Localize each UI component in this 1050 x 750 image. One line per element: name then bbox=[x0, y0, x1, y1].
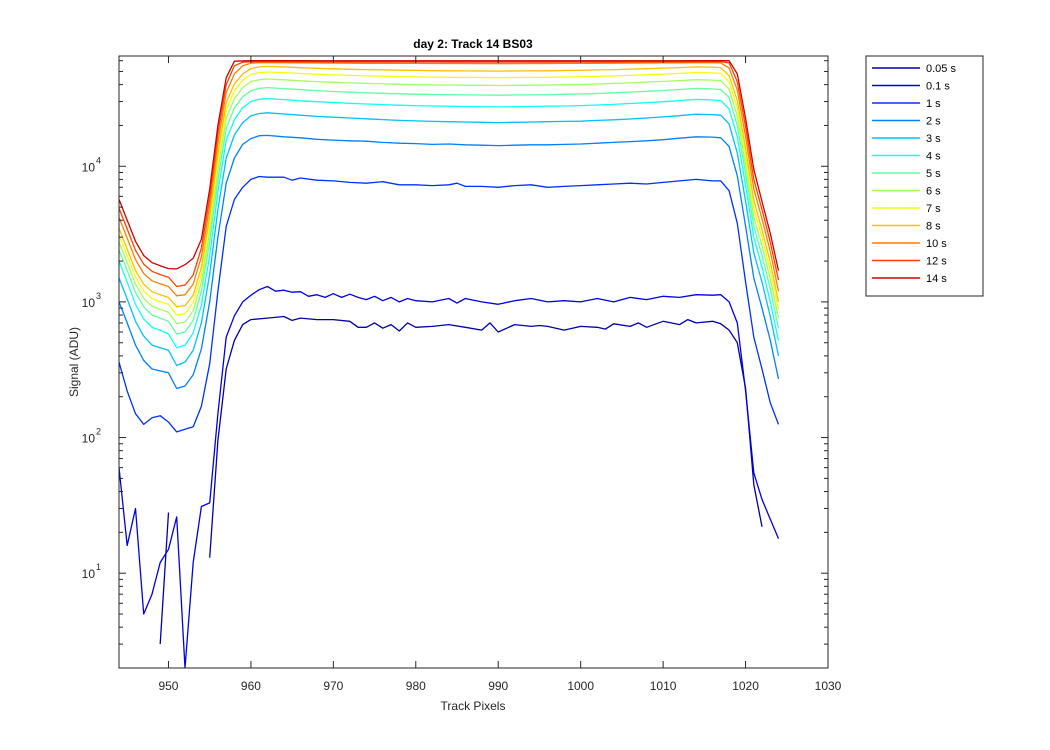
legend-entry: 2 s bbox=[872, 116, 941, 128]
legend-label: 2 s bbox=[926, 116, 941, 128]
y-tick-label: 10 bbox=[82, 296, 96, 310]
series-line-8 bbox=[119, 71, 780, 316]
plot-area bbox=[119, 56, 828, 668]
legend-entry: 4 s bbox=[872, 151, 941, 163]
x-tick-label: 1020 bbox=[732, 679, 759, 693]
y-tick-exponent: 2 bbox=[96, 427, 101, 437]
legend-label: 0.1 s bbox=[926, 81, 950, 93]
legend-box bbox=[865, 55, 984, 297]
series-line-6 bbox=[119, 86, 780, 335]
series-line-2 bbox=[119, 175, 780, 433]
legend-entry: 14 s bbox=[872, 273, 947, 285]
series-line-4 bbox=[119, 112, 780, 367]
legend-label: 0.05 s bbox=[926, 63, 956, 75]
series-line-7 bbox=[119, 78, 780, 325]
x-tick-label: 1000 bbox=[567, 679, 594, 693]
chart-title: day 2: Track 14 BS03 bbox=[413, 37, 533, 51]
legend-label: 12 s bbox=[926, 256, 947, 268]
legend-entry: 7 s bbox=[872, 203, 941, 215]
legend-entry: 6 s bbox=[872, 186, 941, 198]
x-axis: 950 960 970 980 990 1000 1010 1020 1030 bbox=[158, 56, 842, 693]
legend-entry: 3 s bbox=[872, 133, 941, 145]
legend-label: 7 s bbox=[926, 203, 941, 215]
y-tick-exponent: 3 bbox=[96, 291, 101, 301]
y-tick-exponent: 1 bbox=[96, 562, 101, 572]
legend: 0.05 s 0.1 s 1 s 2 s 3 s 4 s 5 s 6 s 7 s 8 s 10 s 1… bbox=[865, 55, 984, 297]
legend-entry: 5 s bbox=[872, 168, 941, 180]
legend-entry: 0.05 s bbox=[872, 63, 956, 75]
legend-label: 4 s bbox=[926, 151, 941, 163]
legend-entry: 1 s bbox=[872, 98, 941, 110]
legend-label: 8 s bbox=[926, 221, 941, 233]
series-line-1 bbox=[119, 285, 780, 668]
x-tick-label: 960 bbox=[241, 679, 261, 693]
legend-entry: 8 s bbox=[872, 221, 941, 233]
legend-entry: 10 s bbox=[872, 238, 947, 250]
y-tick-label: 10 bbox=[82, 567, 96, 581]
plot-border bbox=[118, 55, 829, 669]
y-tick-label: 10 bbox=[82, 160, 96, 174]
legend-entry: 12 s bbox=[872, 256, 947, 268]
y-tick-label: 10 bbox=[82, 432, 96, 446]
series-line-5 bbox=[119, 98, 780, 349]
x-tick-label: 950 bbox=[158, 679, 178, 693]
series-line-9 bbox=[119, 65, 780, 308]
y-axis-title: Signal (ADU) bbox=[67, 327, 81, 397]
legend-label: 14 s bbox=[926, 273, 947, 285]
legend-label: 6 s bbox=[926, 186, 941, 198]
legend-label: 5 s bbox=[926, 168, 941, 180]
x-axis-title: Track Pixels bbox=[441, 699, 506, 713]
x-tick-label: 1010 bbox=[650, 679, 677, 693]
series-line-10 bbox=[119, 62, 780, 297]
legend-label: 3 s bbox=[926, 133, 941, 145]
x-tick-label: 980 bbox=[406, 679, 426, 693]
series-line-3 bbox=[119, 134, 780, 390]
x-tick-label: 1030 bbox=[815, 679, 842, 693]
series-line-0 bbox=[159, 315, 763, 645]
legend-entry: 0.1 s bbox=[872, 81, 950, 93]
x-tick-label: 970 bbox=[323, 679, 343, 693]
series-layer bbox=[119, 60, 780, 668]
y-tick-exponent: 4 bbox=[96, 155, 101, 165]
x-tick-label: 990 bbox=[488, 679, 508, 693]
legend-label: 10 s bbox=[926, 238, 947, 250]
legend-label: 1 s bbox=[926, 98, 941, 110]
